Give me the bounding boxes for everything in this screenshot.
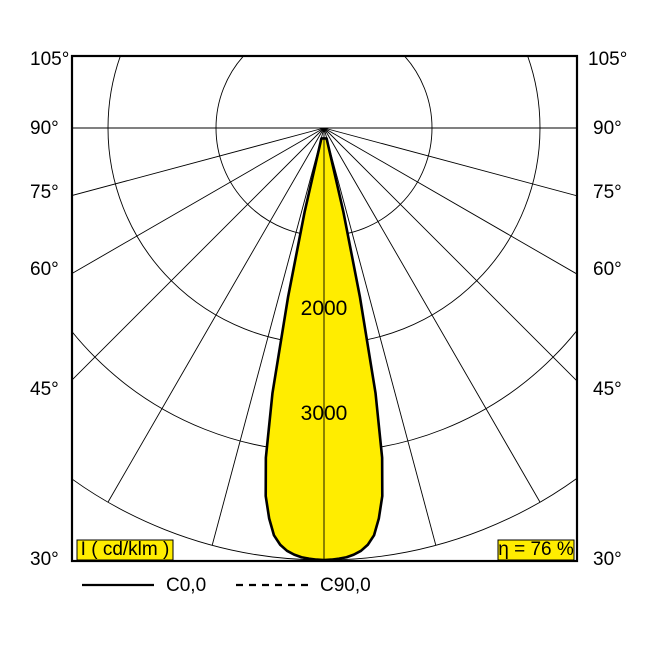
- ring-value-label: 2000: [301, 297, 348, 320]
- legend-label: C0,0: [166, 575, 206, 596]
- angle-label: 75°: [593, 182, 622, 203]
- angle-label: 105°: [30, 49, 69, 70]
- angle-label: 90°: [593, 118, 622, 139]
- angle-label: 75°: [30, 182, 59, 203]
- units-box-label: I ( cd/klm ): [81, 539, 170, 560]
- ring-value-label: 3000: [301, 402, 348, 425]
- efficiency-box-label: η = 76 %: [498, 539, 574, 560]
- angle-label: 90°: [30, 118, 59, 139]
- angle-label: 105°: [588, 49, 627, 70]
- angle-label: 30°: [30, 549, 59, 570]
- angle-label: 60°: [593, 259, 622, 280]
- angle-label: 45°: [593, 379, 622, 400]
- angle-label: 30°: [593, 549, 622, 570]
- polar-spoke: [0, 128, 324, 344]
- angle-label: 45°: [30, 379, 59, 400]
- angle-label: 60°: [30, 259, 59, 280]
- legend-label: C90,0: [320, 575, 371, 596]
